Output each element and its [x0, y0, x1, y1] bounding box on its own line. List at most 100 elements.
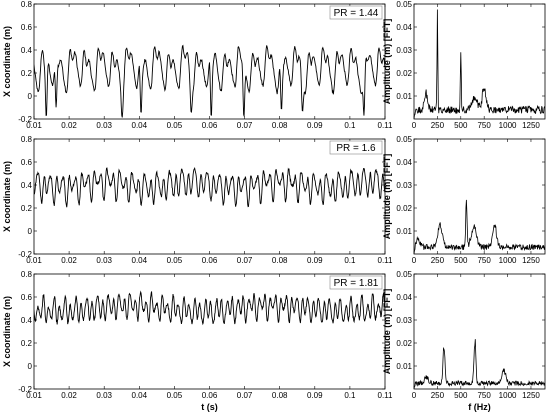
- x-tick-label: 0: [412, 256, 417, 265]
- x-tick-label: 500: [454, 121, 468, 130]
- y-tick-label: 0.4: [21, 181, 33, 190]
- x-tick-label: 1000: [499, 391, 517, 400]
- y-tick-label: 0.8: [21, 0, 33, 9]
- x-tick-label: 0.03: [96, 121, 112, 130]
- y-tick-label: 0.02: [396, 339, 412, 348]
- y-tick-label: 0.01: [396, 92, 412, 101]
- x-tick-label: 0.07: [237, 121, 253, 130]
- y-axis-label: X coordinate (m): [2, 161, 12, 232]
- y-tick-label: 0.8: [21, 135, 33, 144]
- x-tick-label: 0.04: [132, 391, 148, 400]
- x-tick-label: 0.11: [378, 391, 394, 400]
- x-tick-label: 0: [412, 391, 417, 400]
- panel-fft-3: 0 250 500 750 1000 1250 0.01 0.02 0.03 0.04 0.05 Am…: [382, 270, 546, 412]
- series-line: [34, 44, 385, 118]
- x-axis-label: t (s): [201, 402, 218, 412]
- x-tick-label: 0.03: [96, 256, 112, 265]
- panel-time-3: 0.01 0.02 0.03 0.04 0.05 0.06 0.07 0.08 0.09 0.1 0…: [2, 270, 393, 412]
- x-tick-label: 500: [454, 391, 468, 400]
- y-axis-label: Amplitude (m) [FFT]: [382, 154, 392, 239]
- y-tick-label: 0.02: [396, 204, 412, 213]
- y-tick-label: 0.05: [396, 0, 412, 9]
- x-tick-label: 0.09: [307, 256, 323, 265]
- panel-time-1: 0.01 0.02 0.03 0.04 0.05 0.06 0.07 0.08 0.09 0.1 0…: [2, 0, 393, 130]
- annotation-text: PR = 1.81: [334, 278, 379, 289]
- axes-frame: [413, 273, 546, 390]
- x-tick-label: 0.06: [202, 121, 218, 130]
- x-tick-label: 0.09: [307, 391, 323, 400]
- series-line: [414, 339, 545, 389]
- y-tick-label: 0.4: [21, 46, 33, 55]
- x-tick-label: 250: [431, 121, 445, 130]
- series-line: [414, 9, 545, 119]
- y-tick-label: 0.04: [396, 23, 412, 32]
- y-tick-label: 0.04: [396, 293, 412, 302]
- series-line: [34, 290, 385, 326]
- annotation-box: [329, 5, 383, 20]
- y-tick-label: 0.02: [396, 69, 412, 78]
- x-tick-label: 1000: [499, 121, 517, 130]
- y-tick-label: 0.4: [21, 316, 33, 325]
- y-tick-label: 0.2: [21, 339, 33, 348]
- y-tick-label: 0.01: [396, 227, 412, 236]
- y-tick-label: 0.05: [396, 135, 412, 144]
- x-tick-label: 0.05: [167, 391, 183, 400]
- x-tick-label: 1000: [499, 256, 517, 265]
- x-tick-label: 0.02: [61, 121, 77, 130]
- annotation-text: PR = 1.44: [334, 8, 379, 19]
- y-tick-label: 0.2: [21, 204, 33, 213]
- x-tick-label: 0.1: [344, 391, 356, 400]
- y-tick-label: -0.2: [18, 115, 32, 124]
- y-tick-label: 0: [28, 92, 33, 101]
- y-tick-label: 0.2: [21, 69, 33, 78]
- y-tick-label: 0.6: [21, 293, 33, 302]
- annotation-text: PR = 1.6: [336, 143, 376, 154]
- y-tick-label: 0.03: [396, 181, 412, 190]
- x-tick-label: 0.08: [272, 256, 288, 265]
- y-tick-label: -0.2: [18, 250, 32, 259]
- axes-frame: [413, 3, 546, 120]
- x-tick-label: 0.04: [132, 121, 148, 130]
- x-axis-label: f (Hz): [468, 402, 491, 412]
- x-tick-label: 1250: [522, 121, 540, 130]
- y-axis-label: X coordinate (m): [2, 26, 12, 97]
- x-tick-label: 250: [431, 391, 445, 400]
- y-tick-label: 0.6: [21, 158, 33, 167]
- y-tick-label: 0.05: [396, 270, 412, 279]
- x-tick-label: 0.05: [167, 121, 183, 130]
- y-tick-label: 0.8: [21, 270, 33, 279]
- x-tick-label: 0.08: [272, 391, 288, 400]
- y-tick-label: 0.04: [396, 158, 412, 167]
- y-tick-label: 0.01: [396, 362, 412, 371]
- y-axis-label: Amplitude (m) [FFT]: [382, 19, 392, 104]
- x-tick-label: 1250: [522, 256, 540, 265]
- panel-fft-1: 0 250 500 750 1000 1250 0.01 0.02 0.03 0.04 0.05 Am…: [382, 0, 546, 130]
- x-tick-label: 0.11: [378, 256, 394, 265]
- y-tick-label: 0.6: [21, 23, 33, 32]
- x-tick-label: 500: [454, 256, 468, 265]
- x-tick-label: 0.07: [237, 391, 253, 400]
- x-tick-label: 0.03: [96, 391, 112, 400]
- y-tick-label: 0.03: [396, 46, 412, 55]
- axes-frame: [33, 273, 386, 390]
- x-tick-label: 0.01: [26, 121, 42, 130]
- annotation-box: [329, 140, 383, 155]
- x-tick-label: 0.06: [202, 391, 218, 400]
- x-tick-label: 0.1: [344, 256, 356, 265]
- x-tick-label: 0.08: [272, 121, 288, 130]
- x-tick-label: 0.11: [378, 121, 394, 130]
- y-tick-label: 0.03: [396, 316, 412, 325]
- x-tick-label: 0.02: [61, 391, 77, 400]
- y-tick-label: 0: [28, 362, 33, 371]
- y-tick-label: 0: [28, 227, 33, 236]
- y-tick-label: -0.2: [18, 385, 32, 394]
- axes-frame: [33, 138, 386, 255]
- panel-fft-2: 0 250 500 750 1000 1250 0.01 0.02 0.03 0.04 0.05 Am…: [382, 135, 546, 265]
- x-tick-label: 0.04: [132, 256, 148, 265]
- x-tick-label: 0.09: [307, 121, 323, 130]
- x-tick-label: 250: [431, 256, 445, 265]
- y-axis-label: X coordinate (m): [2, 296, 12, 367]
- y-axis-label: Amplitude (m) [FFT]: [382, 289, 392, 374]
- series-line: [414, 199, 545, 254]
